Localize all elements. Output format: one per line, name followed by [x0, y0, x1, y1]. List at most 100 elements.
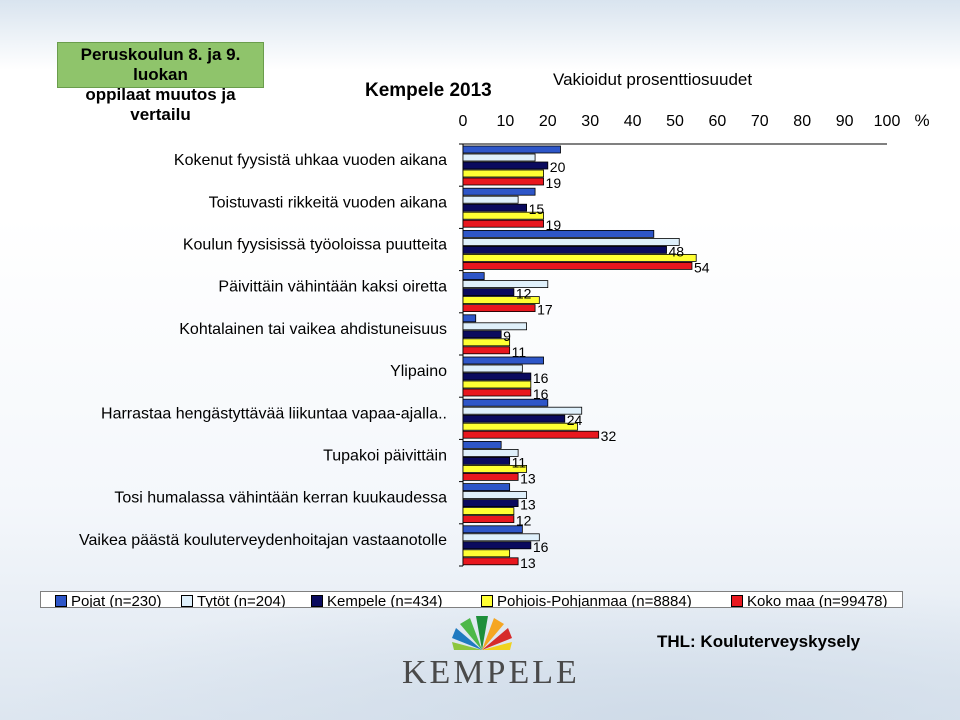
data-label: 32 [601, 428, 617, 444]
x-tick-label: 0 [459, 113, 468, 130]
axis-title: Vakioidut prosenttiosuudet [553, 70, 753, 89]
bar [462, 440, 502, 449]
bar [462, 430, 600, 439]
slide-title-line1: Peruskoulun 8. ja 9. luokan [80, 45, 241, 84]
legend-label: Pojat (n=230) [71, 593, 162, 608]
slide-title-box: Peruskoulun 8. ja 9. luokan oppilaat muu… [57, 42, 264, 124]
x-tick-label: 20 [539, 113, 557, 130]
bar [462, 145, 561, 154]
bar [462, 398, 549, 407]
kempele-logo-icon [452, 616, 512, 650]
bar [462, 195, 519, 204]
bar [462, 372, 532, 381]
x-tick-label: 50 [666, 113, 684, 130]
data-label: 12 [516, 286, 532, 302]
data-label: 9 [503, 328, 511, 344]
data-label: 13 [520, 497, 536, 513]
bar [462, 211, 544, 220]
bar [462, 330, 502, 339]
bar [462, 472, 519, 481]
bar [462, 356, 544, 365]
bar [462, 346, 511, 355]
bar [462, 219, 544, 228]
bar [462, 187, 536, 196]
data-label: 24 [567, 412, 583, 428]
data-label: 54 [694, 259, 710, 275]
legend-swatch [311, 595, 323, 607]
x-tick-label: 30 [581, 113, 599, 130]
bar [462, 448, 519, 457]
bar [462, 253, 697, 262]
x-tick-label: 100 [874, 113, 901, 130]
bar [462, 314, 477, 323]
data-label: 11 [512, 454, 527, 470]
legend-label: Pohjois-Pohjanmaa (n=8884) [497, 593, 692, 608]
bar [462, 304, 536, 313]
bar [462, 153, 536, 162]
data-label: 17 [537, 302, 553, 318]
bar [462, 280, 549, 289]
bar [462, 364, 523, 373]
bar [462, 515, 515, 523]
x-tick-label: 80 [793, 113, 811, 130]
bar [462, 541, 532, 550]
category-label: Toistuvasti rikkeitä vuoden aikana [209, 194, 447, 211]
x-tick-label: 70 [751, 113, 769, 130]
data-label: 20 [550, 159, 566, 175]
category-label: Koulun fyysisissä työoloissa puutteita [183, 237, 447, 254]
legend-label: Kempele (n=434) [327, 593, 443, 608]
category-label: Tosi humalassa vähintään kerran kuukaude… [114, 490, 447, 507]
legend-swatch [181, 595, 193, 607]
source-label: THL: Kouluterveyskysely [657, 632, 861, 651]
data-label: 13 [520, 470, 536, 486]
chart-title: Kempele 2013 [365, 80, 492, 101]
bar [462, 169, 544, 178]
bar [462, 483, 511, 492]
bar [462, 388, 532, 397]
bar [462, 338, 511, 347]
bar [462, 464, 527, 473]
category-label: Harrastaa hengästyttävää liikuntaa vapaa… [101, 405, 447, 422]
data-label: 19 [546, 217, 562, 233]
bar-chart: 0 10 20 30 40 50 60 70 80 90 100 % Kokenut fyysistä … [79, 111, 930, 571]
legend-item: Pojat (n=230) [55, 592, 162, 608]
bar [462, 422, 578, 431]
bar [462, 406, 583, 415]
bar [462, 322, 527, 331]
bar [462, 203, 527, 212]
bar [462, 237, 680, 246]
bar [462, 161, 549, 170]
slide-title-line2: oppilaat muutos ja vertailu [85, 85, 236, 124]
bar [462, 288, 515, 297]
bar [462, 525, 523, 534]
bar [462, 456, 511, 465]
category-label: Ylipaino [390, 363, 447, 380]
data-label: 11 [512, 344, 527, 360]
legend-label: Tytöt (n=204) [197, 593, 286, 608]
data-label: 15 [529, 201, 545, 217]
bar [462, 296, 540, 305]
data-label: 19 [546, 175, 562, 191]
legend-item: Tytöt (n=204) [181, 592, 286, 608]
bar [462, 272, 485, 281]
data-label: 16 [533, 539, 549, 555]
chart-legend: Pojat (n=230) Tytöt (n=204) Kempele (n=434… [40, 591, 903, 608]
category-label: Päivittäin vähintään kaksi oiretta [218, 279, 447, 296]
legend-swatch [731, 595, 743, 607]
legend-item: Kempele (n=434) [311, 592, 443, 608]
x-tick-label: 40 [624, 113, 642, 130]
bar [462, 245, 667, 254]
bar [462, 414, 566, 423]
data-label: 12 [516, 513, 532, 529]
bar [462, 491, 527, 500]
bar [462, 533, 540, 542]
bar [462, 229, 655, 238]
category-label: Tupakoi päivittäin [323, 448, 447, 465]
legend-swatch [481, 595, 493, 607]
data-label: 13 [520, 555, 536, 571]
bar [462, 549, 511, 558]
x-tick-label: 60 [709, 113, 727, 130]
category-label: Kohtalainen tai vaikea ahdistuneisuus [179, 321, 447, 338]
data-label: 48 [669, 243, 685, 259]
bar [462, 507, 515, 516]
